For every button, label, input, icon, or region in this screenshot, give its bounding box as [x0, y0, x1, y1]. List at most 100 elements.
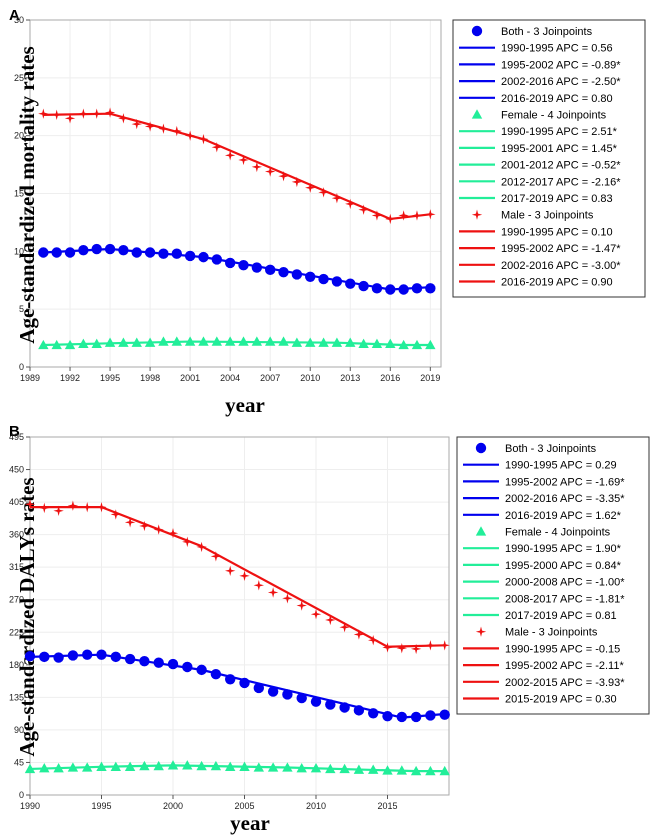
male-legend-marker — [471, 209, 483, 220]
female-data-point — [158, 336, 169, 346]
both-data-point — [96, 649, 107, 660]
both-data-point — [64, 247, 76, 258]
male-data-point — [96, 501, 107, 513]
x-tick-label: 2019 — [420, 373, 440, 383]
male-data-point — [39, 502, 50, 514]
male-data-point — [131, 118, 142, 130]
female-data-point — [225, 761, 236, 771]
male-data-point — [267, 587, 279, 598]
female-data-point — [310, 763, 322, 773]
male-data-point — [331, 192, 343, 204]
both-data-point — [353, 705, 365, 716]
female-data-point — [305, 337, 316, 347]
male-data-point — [396, 642, 408, 654]
female-data-point — [439, 765, 450, 776]
male-data-point — [239, 570, 250, 582]
female-data-point — [339, 763, 350, 774]
male-data-point — [296, 600, 307, 611]
both-data-point — [171, 248, 182, 259]
male-data-point — [310, 608, 322, 620]
both-data-point — [238, 260, 249, 271]
both-data-point — [225, 674, 236, 685]
x-tick-label: 2013 — [340, 373, 360, 383]
both-data-point — [278, 266, 289, 278]
legend-label: Female - 4 Joinpoints — [505, 527, 611, 539]
male-legend-marker — [475, 626, 487, 637]
female-data-point — [353, 764, 365, 774]
male-data-point — [371, 210, 383, 221]
female-data-point — [53, 763, 64, 773]
female-data-point — [51, 339, 62, 350]
x-tick-label: 1995 — [91, 801, 111, 811]
x-tick-label: 1995 — [100, 373, 120, 383]
y-tick-label: 10 — [14, 246, 24, 256]
legend-label: 2001-2012 APC = -0.52* — [501, 160, 621, 172]
female-data-point — [398, 339, 409, 350]
legend-label: 1995-2002 APC = -1.47* — [501, 243, 621, 255]
both-data-point — [144, 247, 156, 258]
male-fitted-line — [43, 112, 431, 221]
male-data-point — [358, 204, 369, 215]
y-tick-label: 0 — [19, 362, 24, 372]
female-data-point — [282, 762, 293, 772]
female-data-point — [82, 762, 93, 772]
male-data-point — [118, 113, 129, 124]
female-data-point — [318, 337, 329, 347]
both-data-point — [345, 278, 356, 289]
female-data-point — [325, 763, 336, 774]
female-data-point — [24, 763, 36, 774]
male-data-point — [198, 133, 209, 145]
panel-letter: B — [9, 423, 20, 440]
male-data-point — [411, 210, 423, 221]
both-data-point — [305, 271, 316, 282]
x-tick-label: 2010 — [306, 801, 326, 811]
female-legend-marker — [475, 526, 487, 536]
legend-label: 2012-2017 APC = -2.16* — [501, 176, 621, 188]
male-data-point — [278, 170, 289, 182]
y-tick-label: 450 — [9, 465, 24, 475]
legend-box — [456, 436, 650, 715]
female-legend-marker — [471, 109, 483, 119]
female-fitted-line — [29, 764, 445, 773]
legend-label: 1995-2001 APC = 1.45* — [501, 143, 618, 155]
legend-label: 1990-1995 APC = 0.56 — [501, 43, 613, 55]
female-data-point — [253, 762, 265, 772]
male-data-point — [167, 527, 179, 539]
female-data-point — [224, 336, 236, 346]
both-data-point — [411, 283, 423, 294]
male-data-point — [425, 209, 436, 220]
legend-label: 2002-2016 APC = -3.00* — [501, 260, 621, 272]
panel-letter: A — [9, 7, 20, 24]
male-data-point — [110, 509, 121, 520]
both-data-point — [382, 710, 393, 722]
male-data-point — [51, 109, 62, 121]
plot-area-border — [29, 436, 450, 796]
male-data-point — [144, 121, 156, 132]
male-data-point — [24, 499, 36, 510]
both-data-point — [282, 689, 293, 700]
x-axis-label: year — [230, 811, 270, 835]
male-data-point — [184, 130, 196, 141]
female-data-point — [264, 336, 276, 346]
legend-label: 2015-2019 APC = 0.30 — [505, 694, 617, 706]
female-data-point — [385, 338, 396, 349]
y-tick-label: 15 — [14, 189, 24, 199]
x-tick-label: 1990 — [20, 801, 40, 811]
male-data-point — [353, 629, 365, 640]
female-data-point — [110, 761, 122, 771]
x-tick-label: 2010 — [300, 373, 320, 383]
female-fitted-line — [43, 340, 431, 347]
male-data-point — [91, 108, 102, 119]
male-data-point — [439, 640, 450, 651]
both-data-point — [368, 708, 379, 719]
both-data-point — [39, 651, 50, 663]
y-tick-label: 0 — [19, 790, 24, 800]
both-data-point — [211, 254, 223, 265]
panel-b: B 1990 1995 2000 2005 2010 2015 0 45 90 135 180 225 2… — [9, 423, 650, 835]
female-data-point — [182, 760, 193, 770]
y-tick-label: 315 — [9, 562, 24, 572]
x-tick-label: 1998 — [140, 373, 160, 383]
both-data-point — [131, 247, 142, 258]
male-data-point — [225, 565, 236, 576]
male-data-point — [104, 107, 116, 118]
